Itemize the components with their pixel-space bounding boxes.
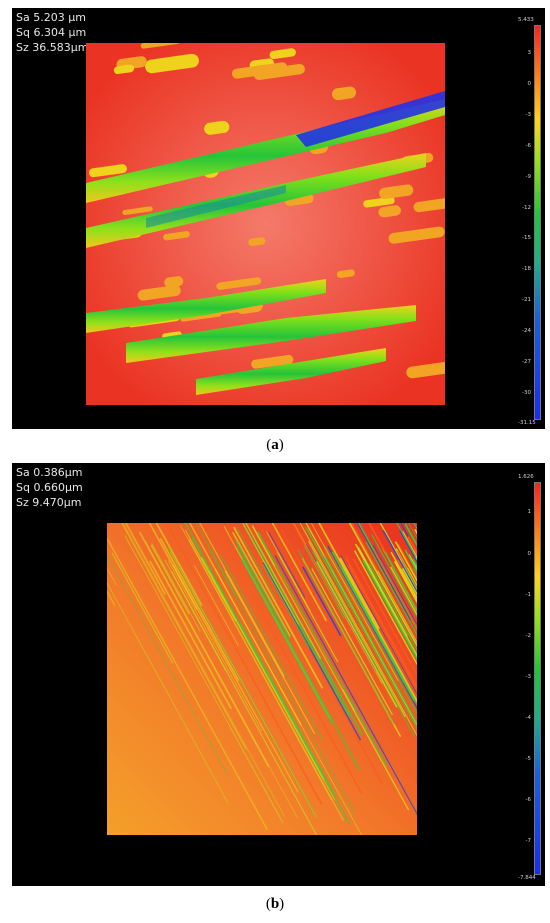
scale-tick-label: 0 <box>527 550 532 557</box>
scale-tick-label: -5 <box>525 756 531 763</box>
scale-min-a: -31.15 <box>518 420 536 426</box>
scale-tick-label: -15 <box>522 235 531 242</box>
scale-max-a: 5.433 <box>518 17 534 23</box>
scale-tick-label: -24 <box>522 327 531 334</box>
color-scale-bar-b <box>534 482 541 875</box>
color-scale-bar-a <box>534 25 541 420</box>
height-map-b <box>107 523 417 835</box>
height-map-a <box>86 43 445 405</box>
height-map-b-graphic <box>107 523 417 835</box>
sz-value: Sz 36.583µm <box>16 41 89 54</box>
scale-tick-label: -7 <box>525 838 531 845</box>
scale-tick-label: -1 <box>525 591 531 598</box>
scale-tick-label: 1 <box>527 509 532 516</box>
scale-min-b: -7.844 <box>518 875 536 881</box>
scale-tick-label: -18 <box>522 266 531 273</box>
roughness-stats-a: Sa 5.203 µm Sq 6.304 µm Sz 36.583µm <box>16 10 88 55</box>
caption-a: (a) <box>266 437 284 453</box>
scale-max-b: 1.626 <box>518 474 534 480</box>
height-map-a-graphic <box>86 43 445 405</box>
scale-tick-label: -3 <box>525 673 531 680</box>
roughness-stats-b: Sa 0.386µm Sq 0.660µm Sz 9.470µm <box>16 465 83 510</box>
scale-tick-label: -2 <box>525 632 531 639</box>
profilometry-panel-b: Sa 0.386µm Sq 0.660µm Sz 9.470µm 1.626 -… <box>12 463 545 886</box>
scale-tick-label: -12 <box>522 204 531 211</box>
scale-tick-label: -4 <box>525 715 531 721</box>
sq-value: Sq 0.660µm <box>16 481 83 494</box>
sq-value: Sq 6.304 µm <box>16 26 87 39</box>
scale-tick-label: -21 <box>522 297 531 303</box>
caption-b: (b) <box>265 896 285 912</box>
scale-tick-label: -6 <box>525 797 531 804</box>
sa-value: Sa 5.203 µm <box>16 11 86 24</box>
sz-value: Sz 9.470µm <box>16 496 82 509</box>
scale-tick-label: -30 <box>522 389 531 396</box>
profilometry-panel-a: Sa 5.203 µm Sq 6.304 µm Sz 36.583µm <box>12 8 545 429</box>
scale-tick-label: -3 <box>525 112 531 118</box>
scale-tick-label: -9 <box>525 173 531 180</box>
scale-tick-label: -27 <box>522 358 531 365</box>
sa-value: Sa 0.386µm <box>16 466 83 479</box>
scale-tick-label: -6 <box>525 142 531 149</box>
scale-tick-label: 3 <box>527 50 532 57</box>
scale-tick-label: 0 <box>527 81 532 88</box>
